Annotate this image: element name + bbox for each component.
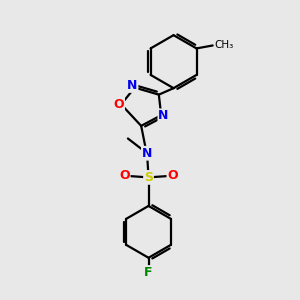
Text: O: O [113, 98, 124, 111]
Text: N: N [142, 147, 152, 160]
Text: CH₃: CH₃ [215, 40, 234, 50]
Text: N: N [127, 79, 137, 92]
Text: S: S [144, 171, 153, 184]
Text: F: F [144, 266, 153, 279]
Text: O: O [167, 169, 178, 182]
Text: O: O [119, 169, 130, 182]
Text: N: N [158, 109, 169, 122]
